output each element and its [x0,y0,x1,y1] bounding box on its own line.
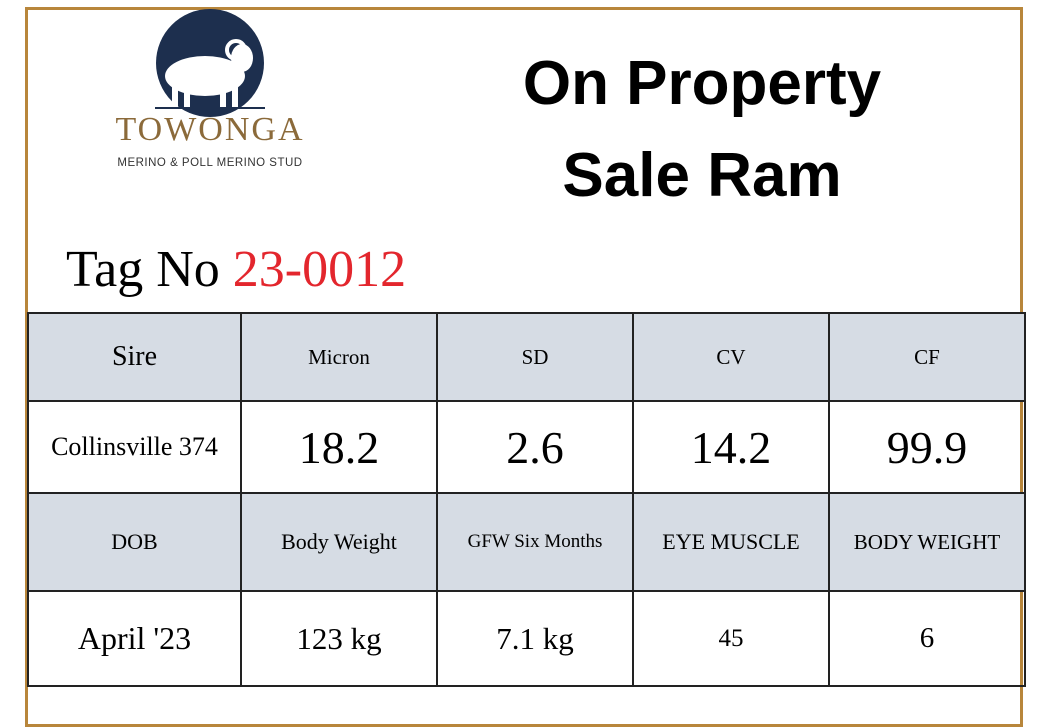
cell: 123 kg [240,590,438,687]
cell: 7.1 kg [436,590,634,687]
tag-number: 23-0012 [232,241,407,298]
page: TOWONGA MERINO & POLL MERINO STUD On Pro… [25,7,1026,727]
logo-name: TOWONGA [115,111,304,148]
cell: 99.9 [828,400,1026,494]
stats-table: Sire Micron SD CV CF Collinsville 374 18… [27,312,1026,687]
cell: Micron [240,312,438,402]
cell: 14.2 [632,400,830,494]
value-row: Collinsville 374 18.2 2.6 14.2 99.9 [27,400,1026,494]
cell: 6 [828,590,1026,687]
cell: CF [828,312,1026,402]
cell: Collinsville 374 [27,400,242,494]
cell: Sire [27,312,242,402]
tag: Tag No 23-0012 [66,240,406,299]
cell: EYE MUSCLE [632,492,830,592]
cell: April '23 [27,590,242,687]
tag-label: Tag No [66,241,220,298]
cell: Body Weight [240,492,438,592]
cell: GFW Six Months [436,492,634,592]
logo-tagline: MERINO & POLL MERINO STUD [117,157,302,169]
logo-sheep [165,39,253,108]
header-row: DOB Body Weight GFW Six Months EYE MUSCL… [27,492,1026,592]
header-row: Sire Micron SD CV CF [27,312,1026,402]
cell: 2.6 [436,400,634,494]
cell: SD [436,312,634,402]
cell: CV [632,312,830,402]
cell: 18.2 [240,400,438,494]
logo: TOWONGA MERINO & POLL MERINO STUD [115,9,304,169]
value-row: April '23 123 kg 7.1 kg 45 6 [27,590,1026,687]
title: On Property Sale Ram [400,38,1004,222]
title-line: On Property [522,49,882,118]
cell: DOB [27,492,242,592]
cell: BODY WEIGHT [828,492,1026,592]
cell: 45 [632,590,830,687]
title-line: Sale Ram [562,141,842,210]
